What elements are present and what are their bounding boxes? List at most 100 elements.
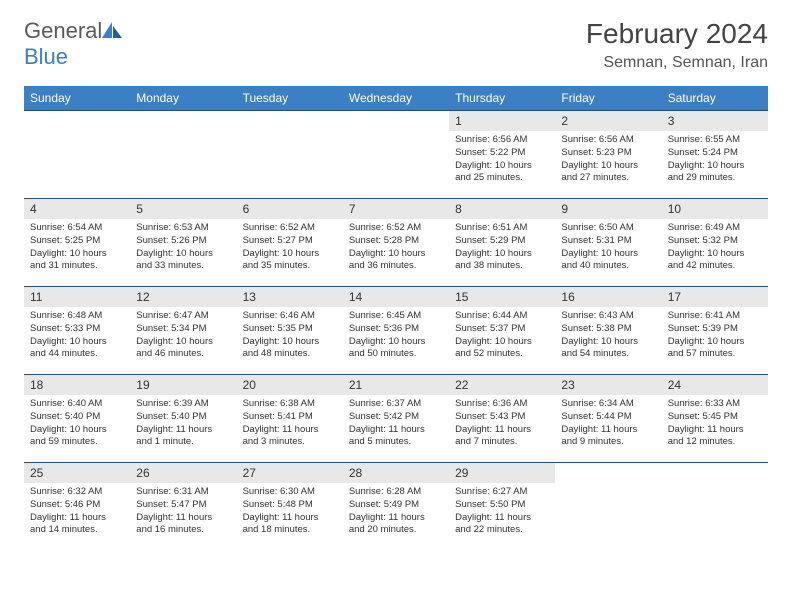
day-number: 7	[343, 198, 449, 219]
calendar-cell	[24, 110, 130, 198]
day-body: Sunrise: 6:41 AMSunset: 5:39 PMDaylight:…	[662, 307, 768, 367]
calendar-cell: 11Sunrise: 6:48 AMSunset: 5:33 PMDayligh…	[24, 286, 130, 374]
day-body: Sunrise: 6:56 AMSunset: 5:22 PMDaylight:…	[449, 131, 555, 191]
day-number: 28	[343, 462, 449, 483]
day-body: Sunrise: 6:43 AMSunset: 5:38 PMDaylight:…	[555, 307, 661, 367]
weekday-header: Monday	[130, 86, 236, 110]
weekday-header: Tuesday	[237, 86, 343, 110]
day-number: 2	[555, 110, 661, 131]
day-number: 3	[662, 110, 768, 131]
calendar-week-row: 25Sunrise: 6:32 AMSunset: 5:46 PMDayligh…	[24, 462, 768, 550]
day-number: 22	[449, 374, 555, 395]
calendar-cell	[662, 462, 768, 550]
calendar-cell: 18Sunrise: 6:40 AMSunset: 5:40 PMDayligh…	[24, 374, 130, 462]
day-number-empty	[24, 110, 130, 130]
day-number-empty	[662, 462, 768, 482]
calendar-cell: 25Sunrise: 6:32 AMSunset: 5:46 PMDayligh…	[24, 462, 130, 550]
day-number: 5	[130, 198, 236, 219]
day-number: 25	[24, 462, 130, 483]
day-number: 13	[237, 286, 343, 307]
calendar-cell: 23Sunrise: 6:34 AMSunset: 5:44 PMDayligh…	[555, 374, 661, 462]
calendar-cell	[237, 110, 343, 198]
calendar-cell: 27Sunrise: 6:30 AMSunset: 5:48 PMDayligh…	[237, 462, 343, 550]
day-number: 21	[343, 374, 449, 395]
day-number: 18	[24, 374, 130, 395]
month-title: February 2024	[586, 18, 768, 50]
day-body: Sunrise: 6:27 AMSunset: 5:50 PMDaylight:…	[449, 483, 555, 543]
day-body: Sunrise: 6:38 AMSunset: 5:41 PMDaylight:…	[237, 395, 343, 455]
day-body: Sunrise: 6:54 AMSunset: 5:25 PMDaylight:…	[24, 219, 130, 279]
day-number: 23	[555, 374, 661, 395]
calendar-week-row: 1Sunrise: 6:56 AMSunset: 5:22 PMDaylight…	[24, 110, 768, 198]
day-number-empty	[237, 110, 343, 130]
day-body: Sunrise: 6:37 AMSunset: 5:42 PMDaylight:…	[343, 395, 449, 455]
calendar-cell: 15Sunrise: 6:44 AMSunset: 5:37 PMDayligh…	[449, 286, 555, 374]
day-body: Sunrise: 6:52 AMSunset: 5:27 PMDaylight:…	[237, 219, 343, 279]
day-body: Sunrise: 6:49 AMSunset: 5:32 PMDaylight:…	[662, 219, 768, 279]
calendar-cell: 22Sunrise: 6:36 AMSunset: 5:43 PMDayligh…	[449, 374, 555, 462]
calendar-cell: 17Sunrise: 6:41 AMSunset: 5:39 PMDayligh…	[662, 286, 768, 374]
day-number: 4	[24, 198, 130, 219]
calendar-cell: 4Sunrise: 6:54 AMSunset: 5:25 PMDaylight…	[24, 198, 130, 286]
calendar-cell: 20Sunrise: 6:38 AMSunset: 5:41 PMDayligh…	[237, 374, 343, 462]
day-number: 11	[24, 286, 130, 307]
day-body: Sunrise: 6:48 AMSunset: 5:33 PMDaylight:…	[24, 307, 130, 367]
calendar-cell: 16Sunrise: 6:43 AMSunset: 5:38 PMDayligh…	[555, 286, 661, 374]
day-body: Sunrise: 6:31 AMSunset: 5:47 PMDaylight:…	[130, 483, 236, 543]
logo-part2: Blue	[24, 44, 68, 69]
day-body: Sunrise: 6:39 AMSunset: 5:40 PMDaylight:…	[130, 395, 236, 455]
calendar-week-row: 18Sunrise: 6:40 AMSunset: 5:40 PMDayligh…	[24, 374, 768, 462]
calendar-cell	[555, 462, 661, 550]
day-body: Sunrise: 6:55 AMSunset: 5:24 PMDaylight:…	[662, 131, 768, 191]
day-number: 16	[555, 286, 661, 307]
day-number: 26	[130, 462, 236, 483]
calendar-cell: 29Sunrise: 6:27 AMSunset: 5:50 PMDayligh…	[449, 462, 555, 550]
day-body: Sunrise: 6:33 AMSunset: 5:45 PMDaylight:…	[662, 395, 768, 455]
calendar-table: SundayMondayTuesdayWednesdayThursdayFrid…	[24, 86, 768, 550]
day-body: Sunrise: 6:56 AMSunset: 5:23 PMDaylight:…	[555, 131, 661, 191]
calendar-cell: 2Sunrise: 6:56 AMSunset: 5:23 PMDaylight…	[555, 110, 661, 198]
weekday-header: Sunday	[24, 86, 130, 110]
logo: GeneralBlue	[24, 18, 122, 70]
day-number: 19	[130, 374, 236, 395]
day-number: 8	[449, 198, 555, 219]
calendar-cell: 12Sunrise: 6:47 AMSunset: 5:34 PMDayligh…	[130, 286, 236, 374]
day-body: Sunrise: 6:28 AMSunset: 5:49 PMDaylight:…	[343, 483, 449, 543]
calendar-cell: 21Sunrise: 6:37 AMSunset: 5:42 PMDayligh…	[343, 374, 449, 462]
day-body: Sunrise: 6:34 AMSunset: 5:44 PMDaylight:…	[555, 395, 661, 455]
calendar-week-row: 11Sunrise: 6:48 AMSunset: 5:33 PMDayligh…	[24, 286, 768, 374]
day-body: Sunrise: 6:40 AMSunset: 5:40 PMDaylight:…	[24, 395, 130, 455]
day-number: 12	[130, 286, 236, 307]
logo-text: GeneralBlue	[24, 18, 122, 70]
calendar-cell: 6Sunrise: 6:52 AMSunset: 5:27 PMDaylight…	[237, 198, 343, 286]
calendar-cell: 10Sunrise: 6:49 AMSunset: 5:32 PMDayligh…	[662, 198, 768, 286]
day-body: Sunrise: 6:45 AMSunset: 5:36 PMDaylight:…	[343, 307, 449, 367]
calendar-cell	[130, 110, 236, 198]
calendar-cell: 24Sunrise: 6:33 AMSunset: 5:45 PMDayligh…	[662, 374, 768, 462]
title-block: February 2024 Semnan, Semnan, Iran	[586, 18, 768, 72]
calendar-cell: 5Sunrise: 6:53 AMSunset: 5:26 PMDaylight…	[130, 198, 236, 286]
calendar-cell: 13Sunrise: 6:46 AMSunset: 5:35 PMDayligh…	[237, 286, 343, 374]
weekday-header: Wednesday	[343, 86, 449, 110]
day-body: Sunrise: 6:47 AMSunset: 5:34 PMDaylight:…	[130, 307, 236, 367]
day-body: Sunrise: 6:52 AMSunset: 5:28 PMDaylight:…	[343, 219, 449, 279]
day-number: 27	[237, 462, 343, 483]
day-number: 17	[662, 286, 768, 307]
day-number: 24	[662, 374, 768, 395]
day-number: 29	[449, 462, 555, 483]
weekday-header: Thursday	[449, 86, 555, 110]
weekday-header: Friday	[555, 86, 661, 110]
day-number: 20	[237, 374, 343, 395]
location: Semnan, Semnan, Iran	[586, 54, 768, 72]
day-body: Sunrise: 6:53 AMSunset: 5:26 PMDaylight:…	[130, 219, 236, 279]
weekday-header-row: SundayMondayTuesdayWednesdayThursdayFrid…	[24, 86, 768, 110]
day-number: 1	[449, 110, 555, 131]
day-number: 6	[237, 198, 343, 219]
day-number-empty	[130, 110, 236, 130]
weekday-header: Saturday	[662, 86, 768, 110]
day-body: Sunrise: 6:50 AMSunset: 5:31 PMDaylight:…	[555, 219, 661, 279]
calendar-cell: 19Sunrise: 6:39 AMSunset: 5:40 PMDayligh…	[130, 374, 236, 462]
day-number-empty	[555, 462, 661, 482]
day-number: 15	[449, 286, 555, 307]
calendar-cell: 3Sunrise: 6:55 AMSunset: 5:24 PMDaylight…	[662, 110, 768, 198]
